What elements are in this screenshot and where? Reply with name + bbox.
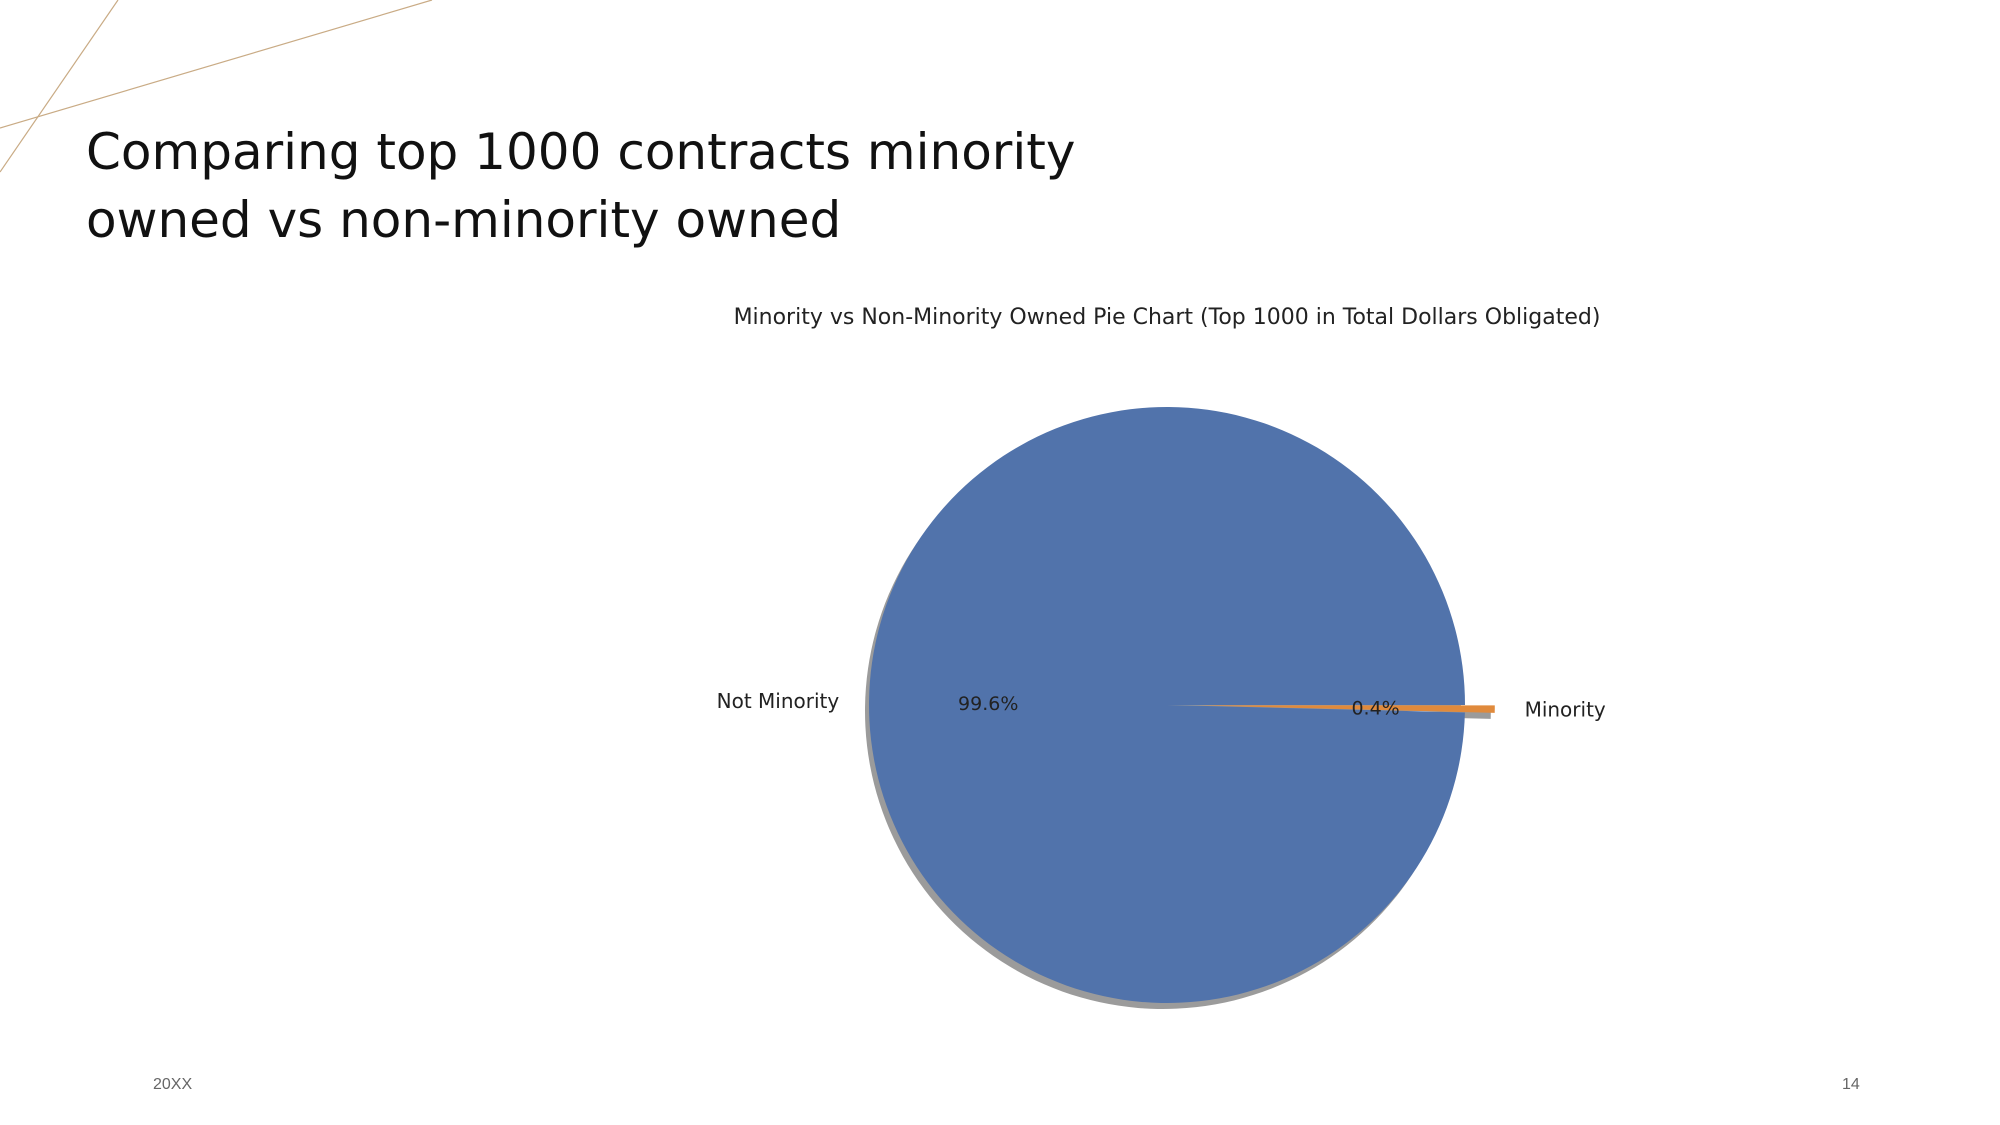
chart-title: Minority vs Non-Minority Owned Pie Chart… [734, 305, 1601, 330]
pie-slice-minority [1196, 705, 1495, 713]
pie-slice-not-minority [868, 407, 1465, 1004]
page-number: 14 [1842, 1076, 1860, 1093]
decorative-line [0, 0, 433, 129]
footer-date: 20XX [153, 1076, 193, 1093]
slide-title-line: owned vs non-minority owned [86, 191, 842, 249]
pie-category-label: Minority [1525, 697, 1606, 721]
pie-percent-label: 0.4% [1351, 698, 1399, 720]
slide-title: Comparing top 1000 contracts minority ow… [86, 118, 1286, 254]
pie-layer: Not Minority 99.6% Minority 0.4% [717, 407, 1606, 1009]
slide-title-line: Comparing top 1000 contracts minority [86, 123, 1076, 181]
decorative-lines [0, 0, 433, 173]
pie-category-label: Not Minority [717, 689, 840, 713]
pie-percent-label: 99.6% [958, 693, 1018, 715]
decorative-line [0, 0, 119, 173]
